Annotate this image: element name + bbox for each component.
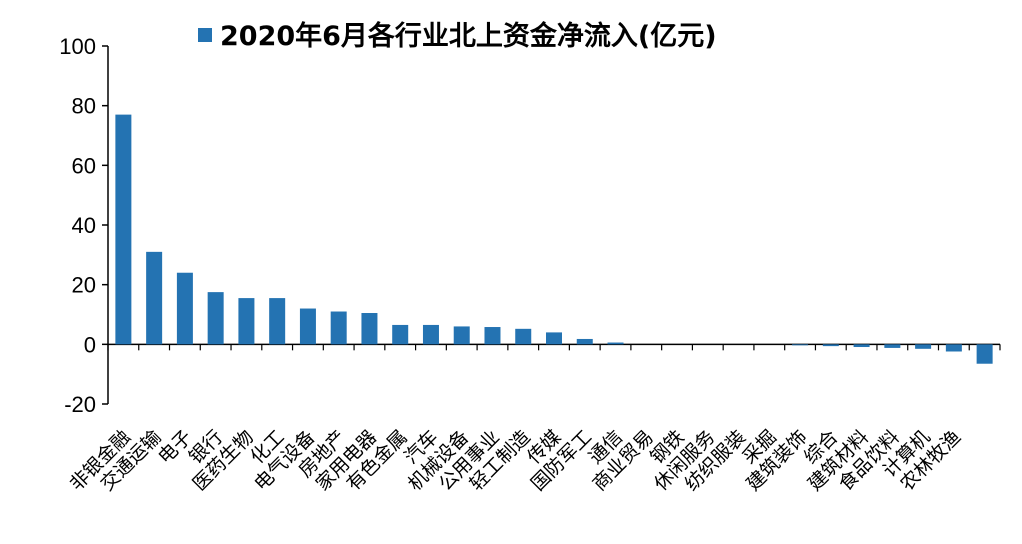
bar-传媒 <box>546 332 562 345</box>
y-tick-label: 60 <box>72 153 96 178</box>
y-axis-ticks: 100 80 60 40 20 0 -20 <box>59 34 108 417</box>
bar-轻工制造 <box>515 328 532 345</box>
bar-家用电器 <box>361 313 378 345</box>
bar-综合 <box>822 344 839 347</box>
y-tick-label: 80 <box>72 94 96 119</box>
y-tick-label: 20 <box>72 273 96 298</box>
bar-房地产 <box>330 311 347 345</box>
bar-通信 <box>607 342 624 345</box>
bar-化工 <box>269 298 286 345</box>
bar-机械设备 <box>453 326 470 345</box>
bar-银行 <box>207 292 224 345</box>
bar-汽车 <box>422 324 439 345</box>
y-tick-label: 40 <box>72 213 96 238</box>
bar-公用事业 <box>484 327 501 345</box>
bar-国防军工 <box>576 338 593 345</box>
legend-label: 2020年6月各行业北上资金净流入(亿元) <box>220 20 717 52</box>
bar-建筑材料 <box>853 344 870 348</box>
axes <box>107 46 1001 404</box>
x-axis-labels: 非银金融交通运输电子银行医药生物化工电气设备房地产家用电器有色金属汽车机械设备公… <box>66 426 966 495</box>
bar-电子 <box>176 272 193 345</box>
legend: 2020年6月各行业北上资金净流入(亿元) <box>198 20 717 52</box>
bar-item-28 <box>976 344 993 364</box>
legend-swatch <box>198 28 212 42</box>
y-tick-label: -20 <box>64 392 96 417</box>
bar-有色金属 <box>392 324 409 345</box>
bar-交通运输 <box>146 251 163 345</box>
y-tick-label: 0 <box>84 332 96 357</box>
bar-非银金融 <box>115 114 132 345</box>
bar-农林牧渔 <box>945 344 962 352</box>
bars <box>115 114 993 364</box>
bar-食品饮料 <box>884 344 901 348</box>
y-tick-label: 100 <box>59 34 96 59</box>
bar-医药生物 <box>238 298 255 345</box>
bar-计算机 <box>915 344 932 349</box>
bar-建筑装饰 <box>792 344 809 346</box>
bar-电气设备 <box>299 308 316 345</box>
